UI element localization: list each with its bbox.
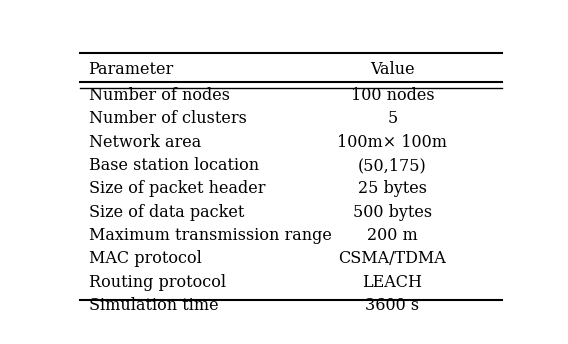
Text: Value: Value: [370, 61, 415, 78]
Text: Size of data packet: Size of data packet: [89, 204, 244, 221]
Text: 100m× 100m: 100m× 100m: [337, 134, 448, 151]
Text: Network area: Network area: [89, 134, 201, 151]
Text: Maximum transmission range: Maximum transmission range: [89, 227, 332, 244]
Text: Number of nodes: Number of nodes: [89, 87, 229, 104]
Text: 100 nodes: 100 nodes: [350, 87, 434, 104]
Text: (50,175): (50,175): [358, 157, 427, 174]
Text: Base station location: Base station location: [89, 157, 259, 174]
Text: Size of packet header: Size of packet header: [89, 180, 265, 197]
Text: 500 bytes: 500 bytes: [353, 204, 432, 221]
Text: 200 m: 200 m: [367, 227, 417, 244]
Text: 5: 5: [387, 110, 398, 127]
Text: CSMA/TDMA: CSMA/TDMA: [339, 250, 446, 267]
Text: Simulation time: Simulation time: [89, 297, 218, 314]
Text: Routing protocol: Routing protocol: [89, 273, 225, 291]
Text: LEACH: LEACH: [362, 273, 423, 291]
Text: Number of clusters: Number of clusters: [89, 110, 247, 127]
Text: Parameter: Parameter: [89, 61, 174, 78]
Text: 3600 s: 3600 s: [365, 297, 419, 314]
Text: MAC protocol: MAC protocol: [89, 250, 202, 267]
Text: 25 bytes: 25 bytes: [358, 180, 427, 197]
